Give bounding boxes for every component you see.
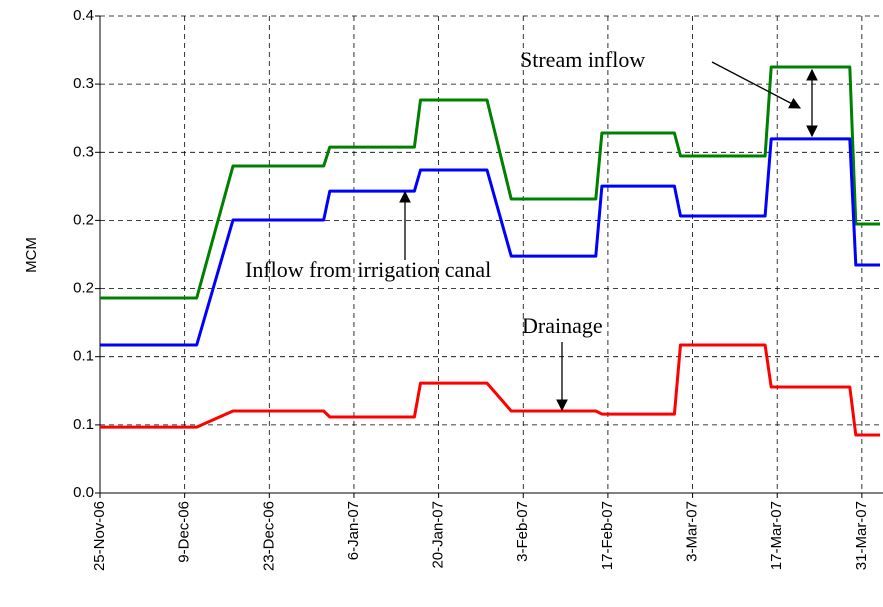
- x-tick-label: 17-Feb-07: [599, 501, 616, 570]
- y-tick-label: 0.0: [73, 484, 94, 501]
- y-tick-label: 0.2: [73, 280, 94, 297]
- series-line: [100, 137, 880, 347]
- y-tick-label: 0.1: [73, 348, 94, 365]
- annotation: Drainage: [522, 313, 603, 338]
- y-axis-label: MCM: [23, 237, 40, 273]
- y-tick-label: 0.1: [73, 416, 94, 433]
- x-tick-label: 17-Mar-07: [768, 501, 785, 570]
- series-line: [100, 343, 880, 437]
- y-tick-label: 0.4: [73, 7, 94, 24]
- x-tick-label: 9-Dec-06: [176, 501, 193, 563]
- annotation: Stream inflow: [520, 47, 645, 72]
- annotation: Inflow from irrigation canal: [245, 257, 491, 282]
- x-tick-label: 23-Dec-06: [260, 501, 277, 571]
- y-tick-label: 0.3: [73, 143, 94, 160]
- series-line: [100, 65, 880, 300]
- y-tick-label: 0.3: [73, 75, 94, 92]
- x-tick-label: 3-Feb-07: [514, 501, 531, 562]
- x-tick-label: 25-Nov-06: [91, 501, 108, 571]
- annotation-arrow: [711, 61, 802, 109]
- x-tick-label: 3-Mar-07: [684, 501, 701, 562]
- x-tick-label: 20-Jan-07: [430, 501, 447, 569]
- x-tick-label: 6-Jan-07: [345, 501, 362, 560]
- x-tick-label: 31-Mar-07: [853, 501, 870, 570]
- y-tick-label: 0.2: [73, 211, 94, 228]
